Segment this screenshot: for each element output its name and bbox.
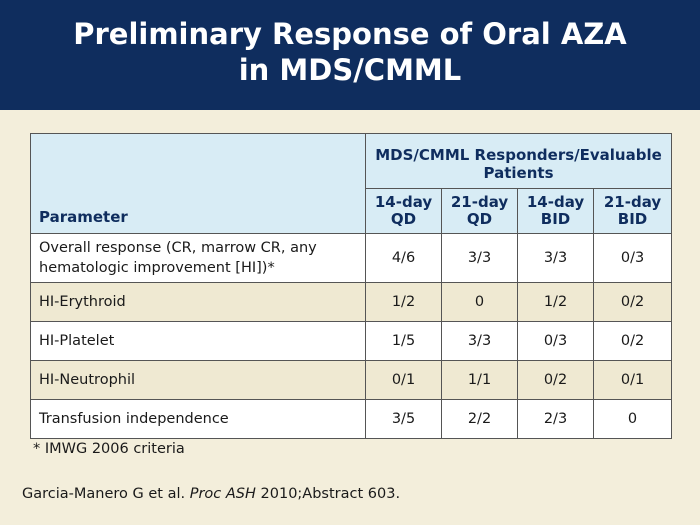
parameter-header: Parameter — [30, 133, 366, 234]
title-line-2: in MDS/CMML — [238, 53, 462, 87]
footnote: * IMWG 2006 criteria — [33, 441, 185, 457]
row-parameter: HI-Platelet — [30, 321, 366, 361]
column-header: 14-day BID — [517, 188, 594, 234]
row-value: 1/5 — [365, 321, 442, 361]
slide-title: Preliminary Response of Oral AZA in MDS/… — [73, 16, 627, 94]
table-row-hi-platelet: HI-Platelet 1/5 3/3 0/3 0/2 — [30, 321, 673, 361]
row-value: 0 — [592, 399, 673, 439]
row-value: 0 — [441, 282, 518, 322]
row-value: 2/3 — [517, 399, 594, 439]
citation: Garcia-Manero G et al. Proc ASH 2010;Abs… — [22, 486, 400, 502]
citation-authors: Garcia-Manero G et al. — [22, 486, 186, 502]
row-parameter: Transfusion independence — [30, 399, 366, 439]
row-value: 1/1 — [441, 360, 518, 400]
citation-details: 2010;Abstract 603. — [260, 486, 401, 502]
row-value: 3/5 — [365, 399, 442, 439]
row-value: 0/3 — [517, 321, 594, 361]
row-value: 1/2 — [517, 282, 594, 322]
row-value: 0/2 — [592, 321, 673, 361]
group-header: MDS/CMML Responders/Evaluable Patients — [364, 133, 673, 189]
title-line-1: Preliminary Response of Oral AZA — [73, 17, 627, 51]
table-row-transfusion-independence: Transfusion independence 3/5 2/2 2/3 0 — [30, 399, 673, 439]
response-table: Parameter MDS/CMML Responders/Evaluable … — [30, 133, 673, 439]
row-value: 1/2 — [365, 282, 442, 322]
column-header: 21-day BID — [592, 188, 673, 234]
table-row-overall-response: Overall response (CR, marrow CR, any hem… — [30, 233, 673, 283]
row-value: 3/3 — [517, 233, 594, 283]
row-parameter: HI-Neutrophil — [30, 360, 366, 400]
row-value: 0/2 — [592, 282, 673, 322]
column-header: 14-day QD — [365, 188, 442, 234]
table-row-hi-erythroid: HI-Erythroid 1/2 0 1/2 0/2 — [30, 282, 673, 322]
title-bar: Preliminary Response of Oral AZA in MDS/… — [0, 0, 700, 110]
table-row-hi-neutrophil: HI-Neutrophil 0/1 1/1 0/2 0/1 — [30, 360, 673, 400]
row-value: 3/3 — [441, 321, 518, 361]
row-parameter: Overall response (CR, marrow CR, any hem… — [30, 233, 366, 283]
row-value: 0/1 — [592, 360, 673, 400]
row-value: 3/3 — [441, 233, 518, 283]
row-value: 0/1 — [365, 360, 442, 400]
row-value: 0/3 — [592, 233, 673, 283]
column-header: 21-day QD — [441, 188, 518, 234]
row-parameter: HI-Erythroid — [30, 282, 366, 322]
row-value: 4/6 — [365, 233, 442, 283]
citation-journal: Proc ASH — [189, 486, 256, 502]
row-value: 2/2 — [441, 399, 518, 439]
row-value: 0/2 — [517, 360, 594, 400]
